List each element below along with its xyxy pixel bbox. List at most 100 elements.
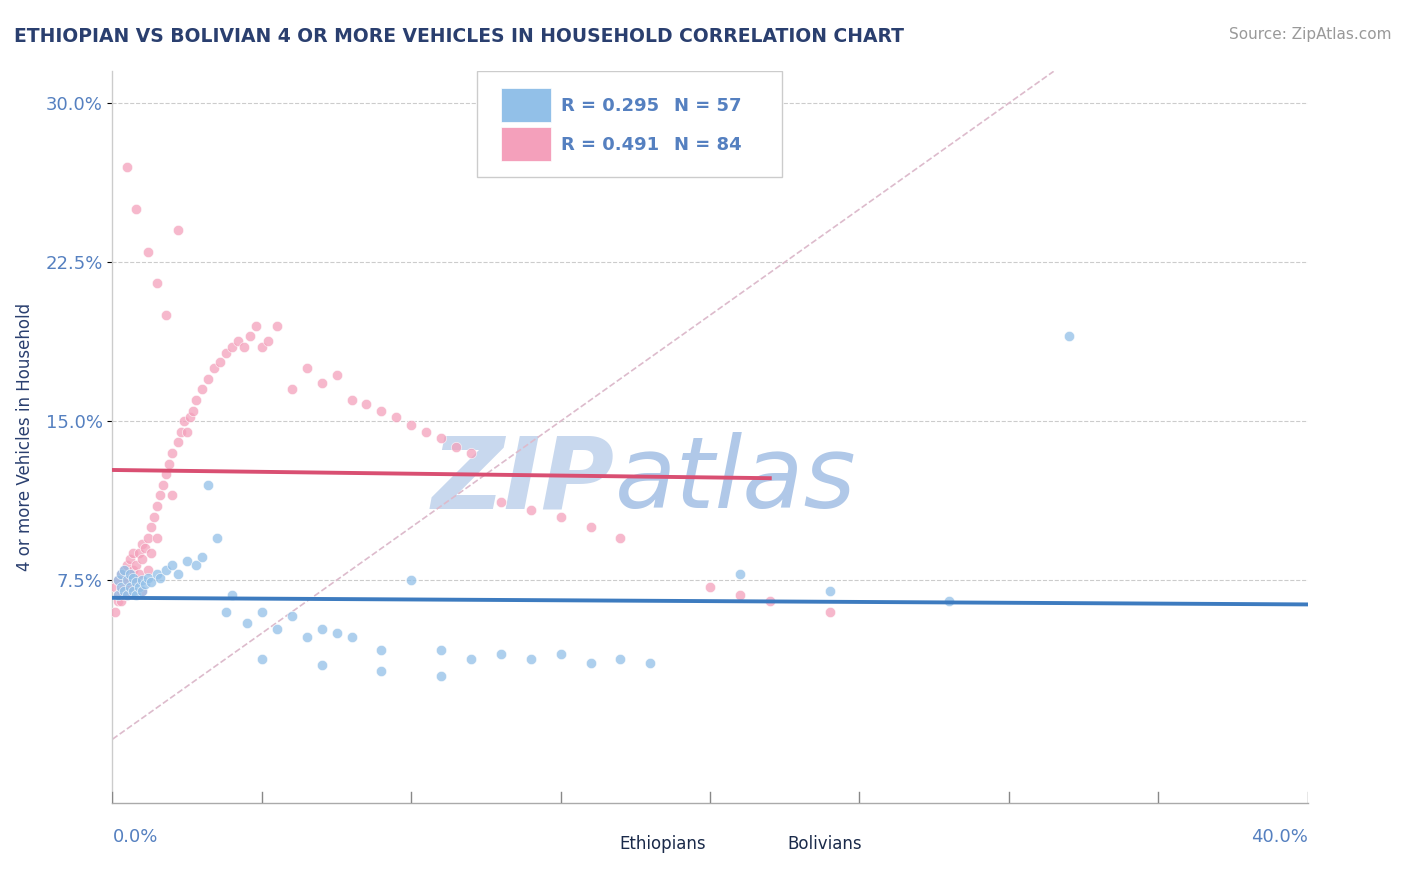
Point xyxy=(818,605,841,619)
Point xyxy=(221,340,243,354)
Point xyxy=(325,626,347,640)
Point xyxy=(239,329,262,343)
Point xyxy=(550,648,572,662)
Point xyxy=(167,223,190,237)
Point xyxy=(401,418,423,433)
Point xyxy=(107,588,129,602)
Point xyxy=(120,566,142,581)
Point xyxy=(340,392,363,407)
Point xyxy=(117,588,139,602)
Point xyxy=(818,583,841,598)
Text: 40.0%: 40.0% xyxy=(1251,829,1308,847)
Point xyxy=(125,573,148,587)
Point xyxy=(579,520,602,534)
Point xyxy=(640,656,662,670)
Point xyxy=(415,425,437,439)
Point xyxy=(149,571,172,585)
Point xyxy=(191,549,214,564)
Point xyxy=(759,594,782,608)
Point xyxy=(181,403,204,417)
Point xyxy=(125,202,148,216)
Point xyxy=(197,477,219,491)
Text: N = 84: N = 84 xyxy=(675,136,742,153)
Point xyxy=(430,668,453,682)
Point xyxy=(370,643,392,657)
Point xyxy=(609,651,631,665)
Point xyxy=(143,509,166,524)
Point xyxy=(152,477,174,491)
Point xyxy=(104,580,127,594)
Point xyxy=(138,531,160,545)
Point xyxy=(125,588,148,602)
Text: atlas: atlas xyxy=(614,433,856,530)
Point xyxy=(167,566,190,581)
Point xyxy=(114,588,135,602)
Point xyxy=(138,244,160,259)
Point xyxy=(122,546,145,560)
Point xyxy=(236,615,259,630)
Point xyxy=(146,277,169,291)
Point xyxy=(155,467,177,482)
Point xyxy=(131,573,153,587)
Point xyxy=(250,340,273,354)
Point xyxy=(146,566,169,581)
Point xyxy=(250,651,273,665)
Point xyxy=(138,563,160,577)
Point xyxy=(162,446,183,460)
Point xyxy=(179,409,201,424)
Point xyxy=(104,605,127,619)
FancyBboxPatch shape xyxy=(571,831,613,858)
Point xyxy=(385,409,408,424)
Point xyxy=(295,361,318,376)
Point xyxy=(131,583,153,598)
Point xyxy=(131,583,153,598)
Point xyxy=(186,392,208,407)
Point xyxy=(1057,329,1080,343)
Point xyxy=(117,573,139,587)
Point xyxy=(141,575,163,590)
Text: 0.0%: 0.0% xyxy=(112,829,157,847)
Point xyxy=(167,435,190,450)
Point xyxy=(162,488,183,502)
Point xyxy=(311,376,333,390)
FancyBboxPatch shape xyxy=(477,71,782,178)
Point xyxy=(609,531,631,545)
Point xyxy=(460,446,482,460)
Point xyxy=(311,658,333,673)
Point xyxy=(370,665,392,679)
Point xyxy=(176,425,198,439)
Point xyxy=(134,577,156,591)
Point xyxy=(141,546,163,560)
Text: ETHIOPIAN VS BOLIVIAN 4 OR MORE VEHICLES IN HOUSEHOLD CORRELATION CHART: ETHIOPIAN VS BOLIVIAN 4 OR MORE VEHICLES… xyxy=(14,27,904,45)
Point xyxy=(125,575,148,590)
Point xyxy=(221,588,243,602)
Point xyxy=(146,531,169,545)
Point xyxy=(325,368,347,382)
Point xyxy=(128,566,150,581)
Text: Ethiopians: Ethiopians xyxy=(619,836,706,854)
Point xyxy=(245,318,267,333)
Text: R = 0.491: R = 0.491 xyxy=(561,136,659,153)
Point xyxy=(311,622,333,636)
Point xyxy=(205,531,228,545)
Point xyxy=(266,318,288,333)
Point xyxy=(107,573,129,587)
Point xyxy=(146,499,169,513)
Point xyxy=(114,563,135,577)
Point xyxy=(114,563,135,577)
Point xyxy=(131,537,153,551)
Text: Bolivians: Bolivians xyxy=(787,836,862,854)
Point xyxy=(699,580,721,594)
Point xyxy=(173,414,195,428)
Point xyxy=(157,457,180,471)
Point xyxy=(170,425,193,439)
Point xyxy=(117,573,139,587)
Point xyxy=(257,334,280,348)
Point xyxy=(489,494,512,508)
Point xyxy=(120,580,142,594)
Point xyxy=(110,566,132,581)
Text: R = 0.295: R = 0.295 xyxy=(561,96,659,115)
Point xyxy=(202,361,225,376)
Point xyxy=(120,580,142,594)
Point xyxy=(117,558,139,573)
